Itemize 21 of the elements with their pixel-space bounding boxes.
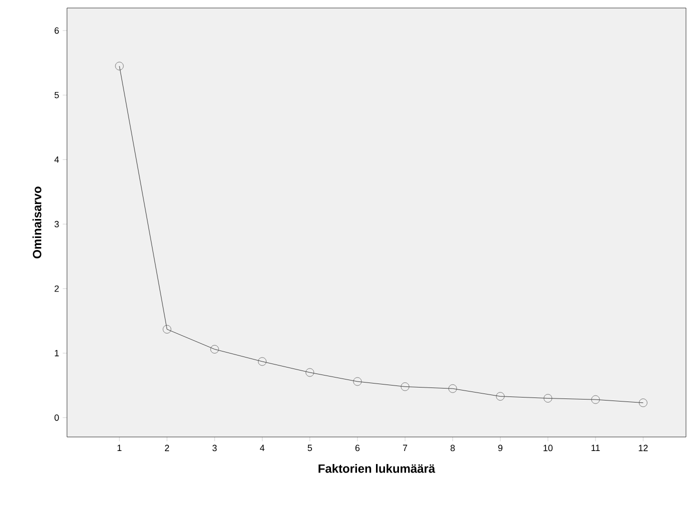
y-tick-label: 2 — [54, 285, 59, 292]
y-tick-label: 5 — [54, 92, 59, 98]
x-tick-label: 4 — [260, 444, 264, 451]
x-tick-label: 5 — [308, 444, 312, 452]
x-tick-label: 10 — [544, 444, 553, 452]
x-tick-label: 7 — [403, 444, 408, 451]
x-tick-label: 11 — [592, 444, 600, 451]
y-tick-label: 6 — [54, 27, 59, 34]
x-axis-title: Faktorien lukumäärä — [318, 464, 436, 473]
x-tick-label: 3 — [212, 444, 217, 452]
x-tick-label: 6 — [355, 444, 360, 452]
x-tick-label: 9 — [498, 444, 502, 452]
x-tick-label: 1 — [118, 444, 122, 451]
x-tick-label: 12 — [638, 444, 648, 452]
x-tick-label: 2 — [164, 444, 170, 452]
y-axis-title: Ominaisarvo — [32, 186, 42, 258]
y-tick-label: 4 — [54, 156, 59, 163]
x-tick-label: 8 — [450, 444, 455, 452]
y-tick-label: 0 — [54, 414, 59, 421]
y-tick-label: 3 — [54, 220, 59, 228]
y-tick-label: 1 — [54, 350, 59, 356]
